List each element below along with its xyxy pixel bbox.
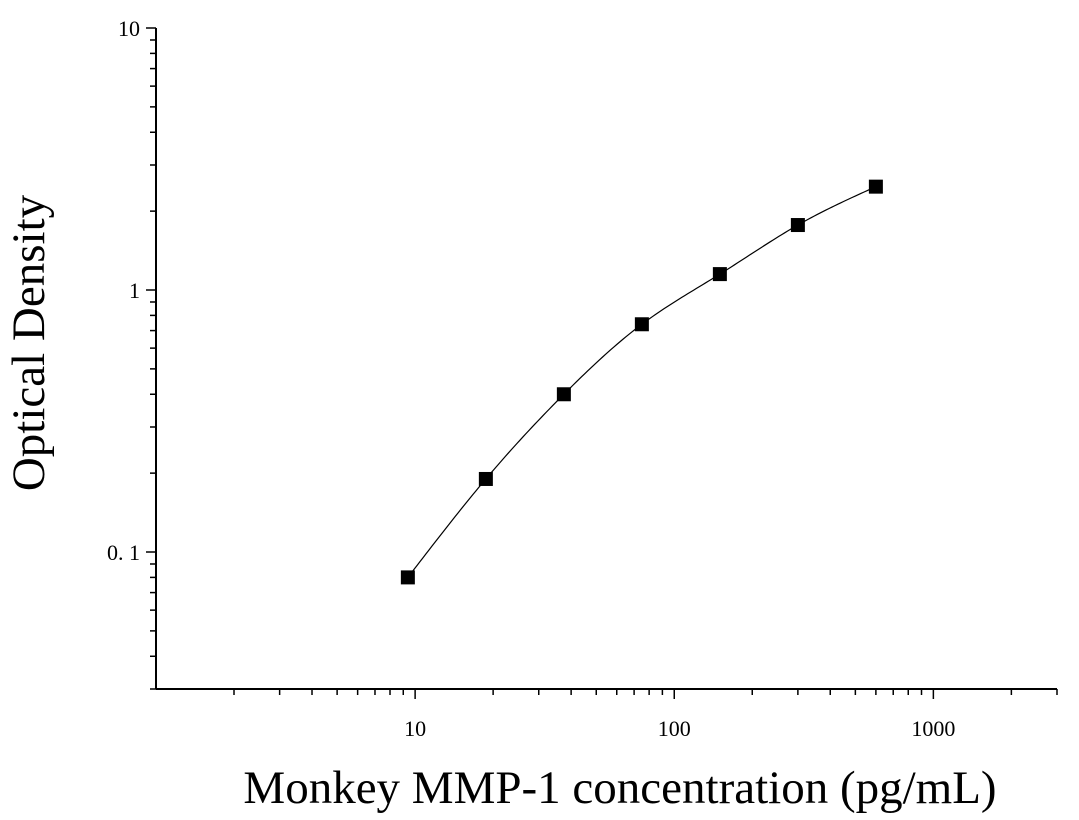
x-tick-label: 10	[404, 716, 426, 741]
x-tick-label: 1000	[911, 716, 955, 741]
data-markers	[400, 179, 883, 585]
x-ticks	[233, 689, 1058, 699]
fit-curve	[404, 186, 877, 582]
axes	[155, 28, 1057, 690]
y-tick-label: 1	[129, 278, 140, 303]
data-point	[556, 387, 571, 402]
y-axis-title: Optical Density	[3, 194, 55, 491]
data-point	[400, 570, 415, 585]
x-tick-label: 100	[658, 716, 691, 741]
y-tick-label: 0. 1	[107, 540, 140, 565]
x-axis-title: Monkey MMP-1 concentration (pg/mL)	[243, 762, 996, 814]
y-tick-labels: 0. 1 1 10	[107, 16, 140, 565]
y-tick-label: 10	[118, 16, 140, 41]
data-point	[478, 471, 493, 486]
data-point	[868, 179, 883, 194]
data-point	[634, 317, 649, 332]
data-point	[712, 267, 727, 282]
y-ticks	[146, 27, 156, 690]
data-point	[790, 218, 805, 233]
x-tick-labels: 10 100 1000	[404, 716, 955, 741]
